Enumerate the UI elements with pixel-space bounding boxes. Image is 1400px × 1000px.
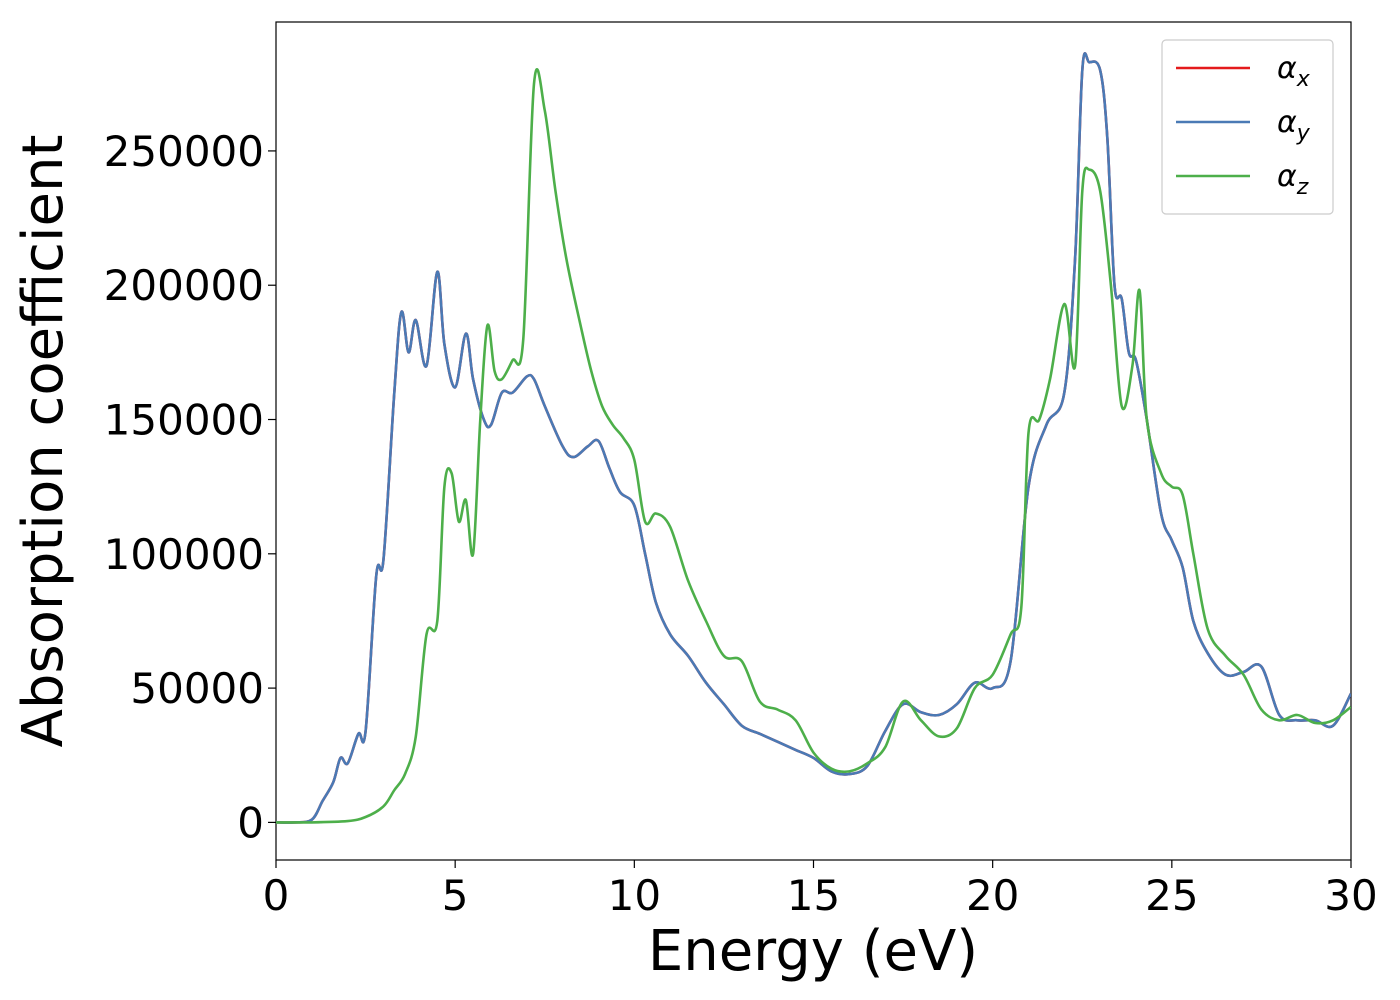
x-tick-label: 30 (1324, 871, 1377, 920)
y-tick-label: 100000 (104, 530, 264, 579)
legend-label-alpha-z: αz (1277, 159, 1309, 200)
y-tick-label: 200000 (104, 261, 264, 310)
series-line-alpha-z (276, 67, 1351, 824)
x-axis-label: Energy (eV) (648, 919, 978, 984)
y-tick-label: 0 (237, 798, 264, 847)
x-tick-label: 20 (966, 871, 1019, 920)
legend-label-alpha-y: αy (1277, 105, 1311, 146)
legend-symbol: α (1277, 105, 1297, 140)
legend-label-alpha-x: αx (1277, 51, 1311, 92)
x-tick-label: 15 (787, 871, 840, 920)
series-line-alpha-y (276, 52, 1351, 824)
legend-symbol: α (1277, 159, 1297, 194)
x-tick-label: 10 (608, 871, 661, 920)
y-tick-label: 250000 (104, 127, 264, 176)
legend-box (1161, 39, 1334, 215)
legend-symbol: α (1277, 51, 1297, 86)
y-tick-label: 50000 (130, 664, 264, 713)
legend-subscript: x (1296, 67, 1311, 92)
y-axis-label: Absorption coefficient (11, 135, 76, 748)
y-tick-label: 150000 (104, 396, 264, 445)
x-tick-label: 5 (442, 871, 469, 920)
legend-subscript: y (1296, 121, 1311, 146)
x-tick-label: 25 (1145, 871, 1198, 920)
legend-subscript: z (1296, 175, 1309, 200)
x-tick-label: 0 (263, 871, 290, 920)
